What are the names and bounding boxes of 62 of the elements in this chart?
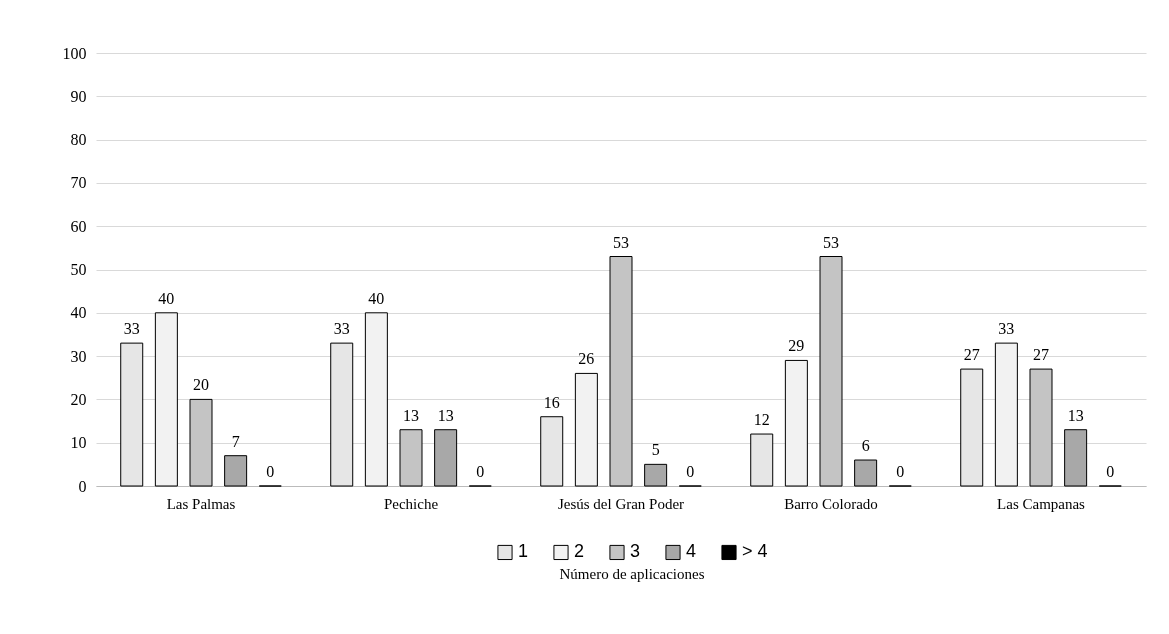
x-tick-label: Jesús del Gran Poder	[557, 495, 685, 512]
bar	[960, 368, 984, 487]
bar	[330, 342, 354, 487]
data-label: 13	[437, 406, 454, 424]
legend-label: 3	[630, 541, 641, 562]
bar	[120, 342, 144, 487]
bar	[154, 312, 178, 487]
data-label: 7	[231, 432, 240, 450]
legend-label: > 4	[742, 541, 768, 562]
bar	[574, 372, 598, 487]
data-label: 26	[578, 350, 595, 368]
legend-label: 1	[518, 541, 529, 562]
data-label: 29	[788, 337, 805, 355]
bar	[434, 429, 458, 487]
y-tick-label: 0	[78, 477, 87, 495]
data-label: 33	[333, 320, 350, 338]
legend-label: 4	[686, 541, 697, 562]
x-tick-label: Barro Colorado	[784, 495, 878, 512]
y-tick-label: 80	[70, 131, 87, 149]
data-label: 5	[651, 441, 660, 459]
data-label: 0	[476, 463, 485, 480]
bar	[750, 433, 774, 487]
x-tick-label: Pechiche	[383, 495, 439, 512]
y-tick-label: 50	[70, 261, 87, 278]
data-label: 20	[193, 376, 209, 394]
data-label: 53	[613, 233, 629, 251]
y-tick-label: 90	[70, 87, 87, 105]
legend-title: Número de aplicaciones	[559, 566, 705, 582]
data-label: 6	[861, 437, 870, 455]
x-tick-label: Las Palmas	[166, 495, 236, 512]
y-tick-label: 40	[70, 304, 87, 322]
y-tick-label: 20	[70, 390, 87, 408]
data-label: 53	[823, 233, 839, 251]
data-label: 27	[1033, 346, 1049, 364]
bar	[644, 463, 668, 487]
data-label: 0	[896, 463, 905, 480]
y-tick-label: 10	[70, 434, 87, 452]
data-label: 0	[266, 463, 275, 480]
data-label: 33	[998, 320, 1015, 338]
x-tick-label: Las Campanas	[997, 495, 1086, 512]
data-label: 13	[1067, 406, 1084, 424]
bar	[364, 312, 388, 487]
data-label: 0	[1106, 463, 1115, 480]
y-tick-label: 30	[70, 347, 87, 365]
y-tick-label: 60	[70, 217, 87, 235]
data-label: 13	[403, 406, 419, 424]
bar	[540, 416, 564, 487]
data-label: 40	[158, 289, 175, 307]
data-label: 27	[963, 346, 980, 364]
bar	[1064, 429, 1088, 487]
bar	[224, 455, 248, 487]
data-label: 33	[123, 320, 140, 338]
data-label: 12	[753, 411, 770, 429]
bar	[784, 359, 808, 487]
legend-label: 2	[574, 541, 585, 562]
data-label: 16	[543, 393, 560, 411]
bar	[854, 459, 878, 487]
y-tick-label: 70	[70, 174, 87, 192]
y-tick-label: 100	[62, 44, 87, 62]
data-label: 0	[686, 463, 695, 480]
bar	[994, 342, 1018, 487]
data-label: 40	[368, 289, 385, 307]
